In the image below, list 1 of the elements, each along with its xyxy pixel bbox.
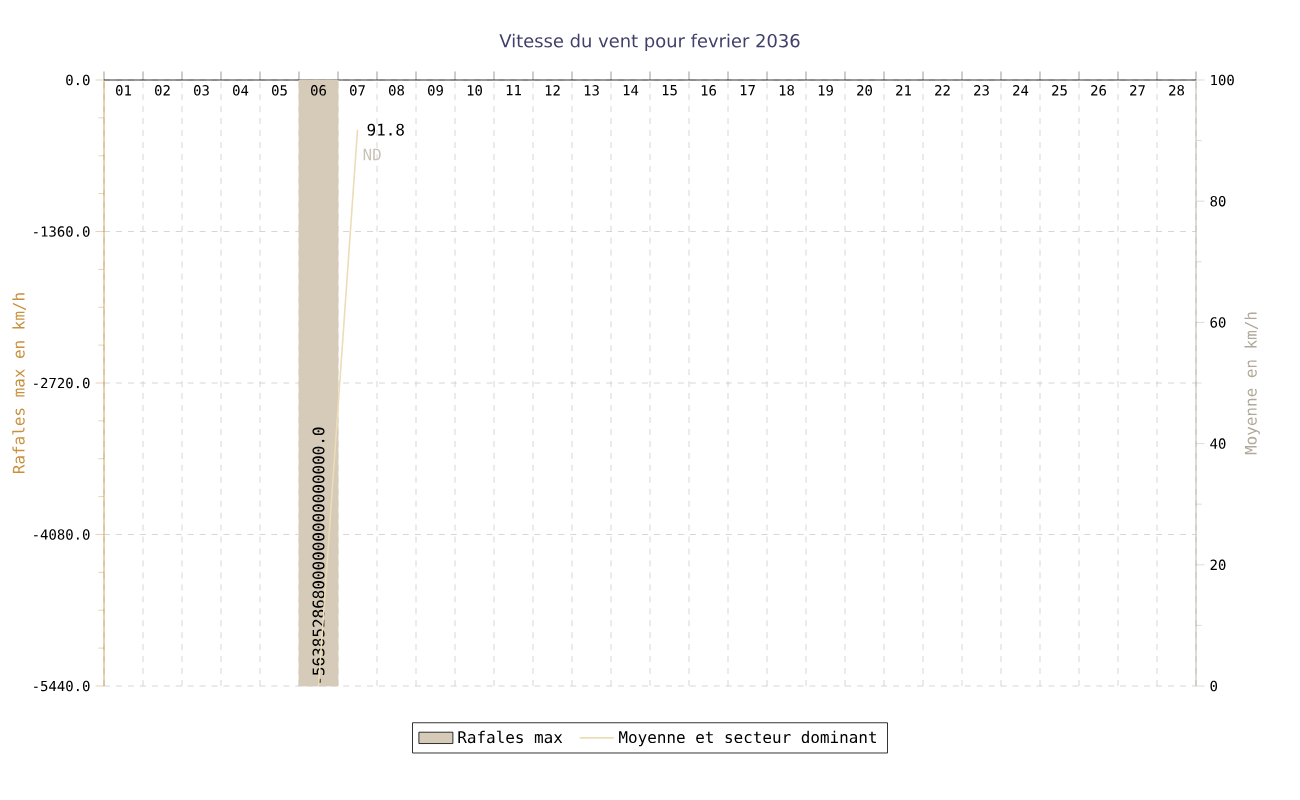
chart-title: Vitesse du vent pour fevrier 2036	[499, 33, 800, 51]
